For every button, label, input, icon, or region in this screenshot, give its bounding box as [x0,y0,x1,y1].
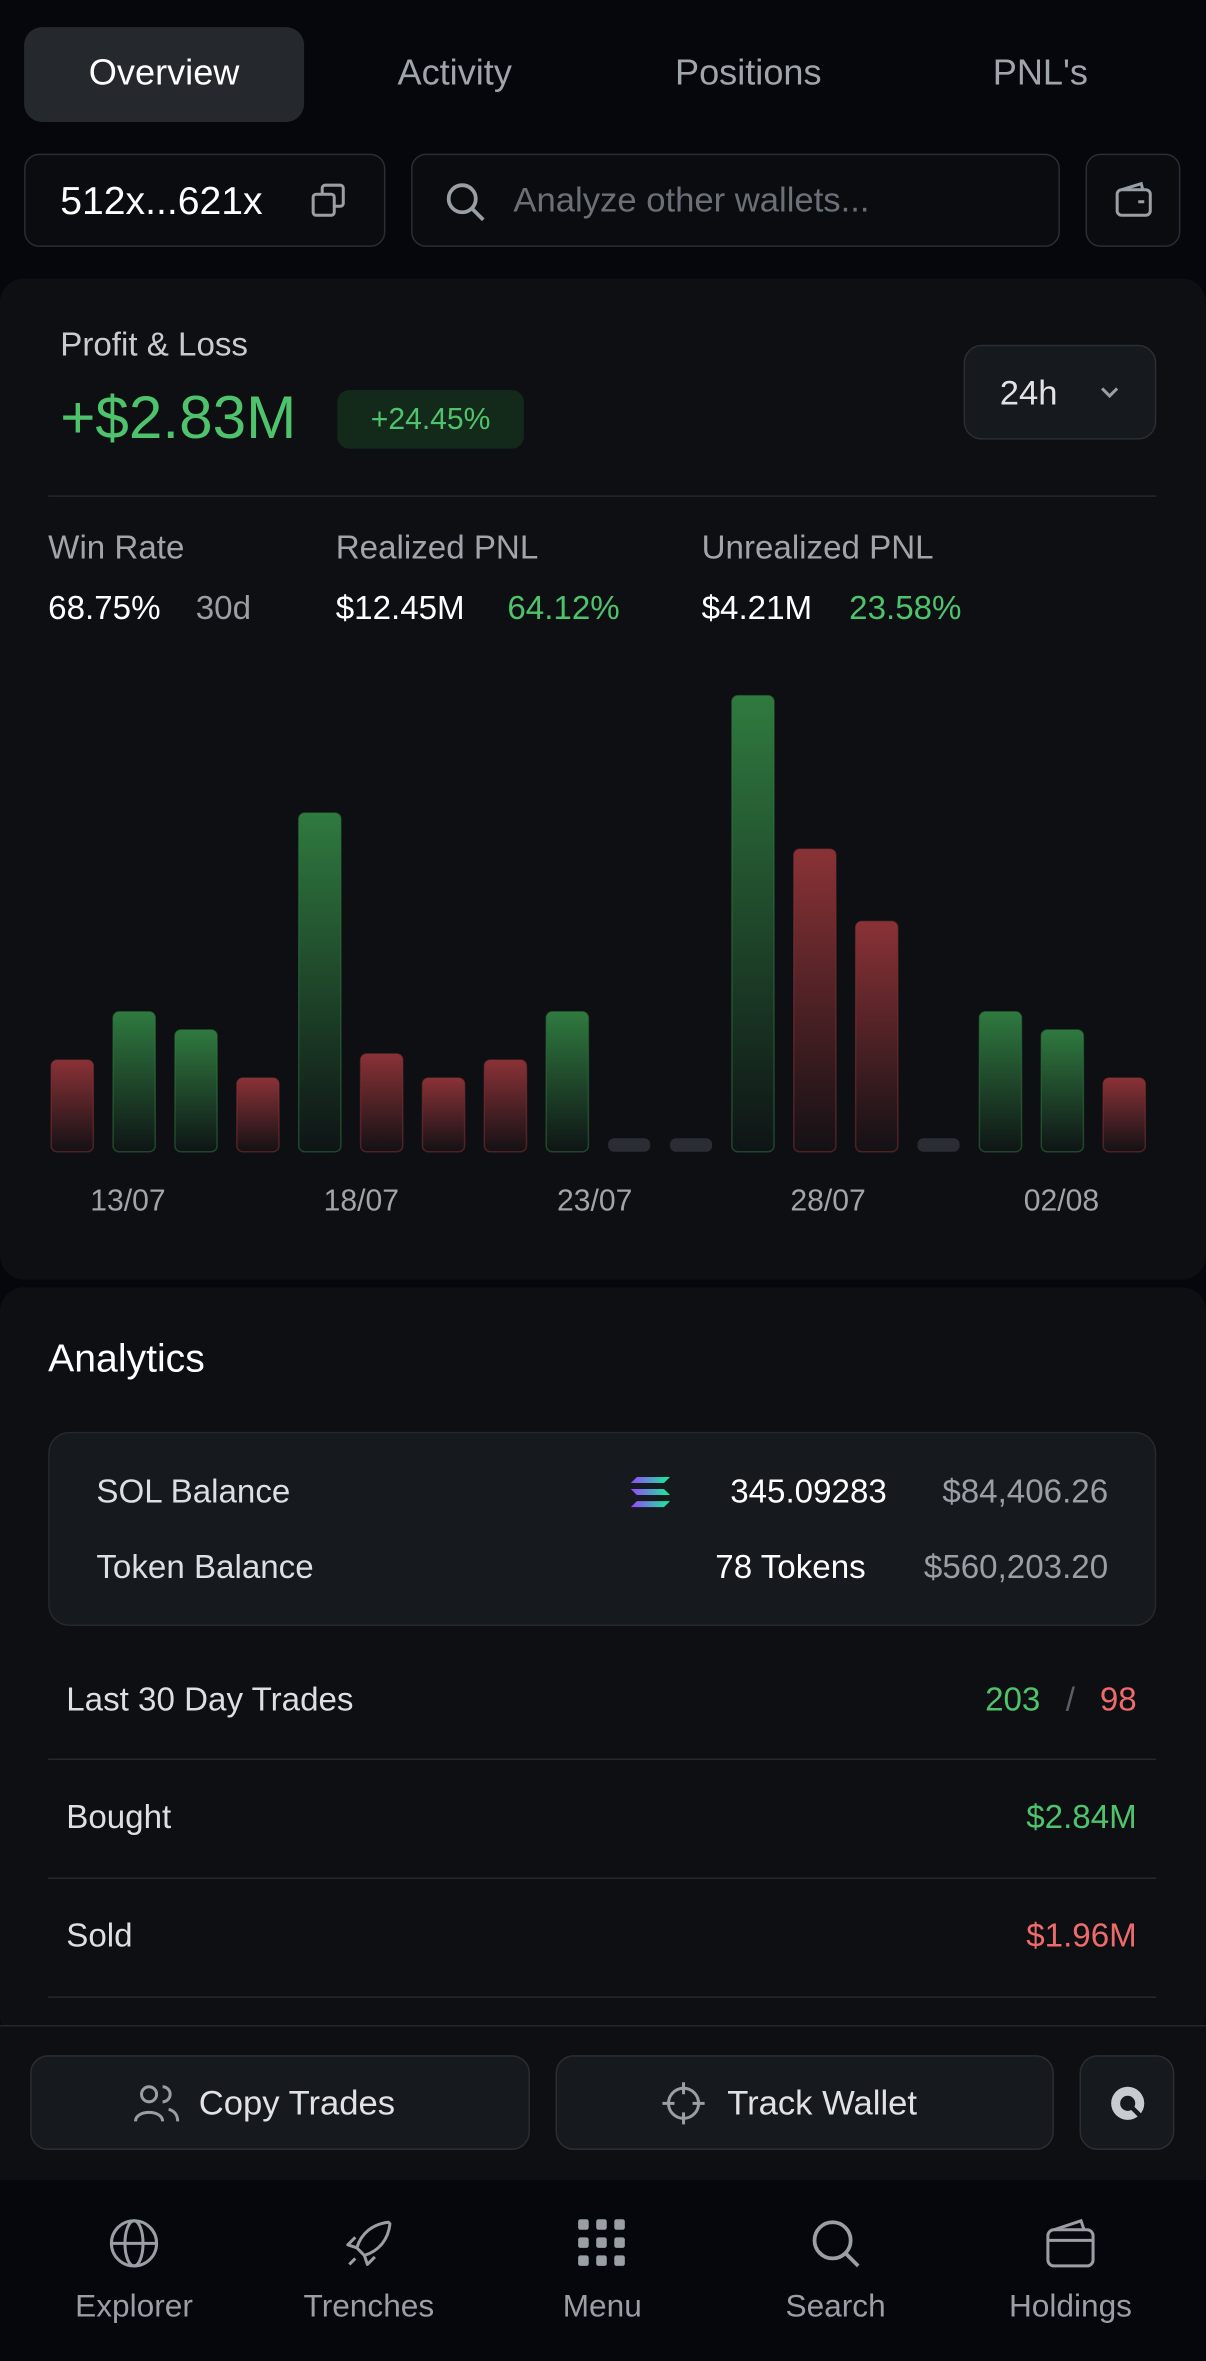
bar [1040,1029,1085,1153]
tab[interactable]: PNL's [992,52,1089,94]
bar [608,1138,651,1152]
token-amount: 78 Tokens [715,1547,866,1586]
balance-label: SOL Balance [96,1472,291,1511]
x-tick-label: 28/07 [790,1185,865,1218]
bar [854,920,899,1153]
x-tick-label: 23/07 [557,1185,632,1218]
nav-label[interactable]: Menu [562,2289,642,2324]
stat-label: Realized PNL [335,528,539,567]
wallet-address: 512x...621x [60,177,263,223]
nav-label[interactable]: Explorer [75,2289,193,2324]
bar [545,1011,590,1153]
sold-value: $1.96M [1026,1916,1137,1955]
tab[interactable]: Positions [674,52,822,94]
divider [48,495,1157,497]
holdings-icon[interactable] [1045,2218,1096,2269]
tab-active-bg [24,27,305,122]
bought-value: $2.84M [1026,1797,1137,1836]
stat-value: $12.45M [335,588,465,627]
stat-extra: 64.12% [507,588,620,627]
divider [48,1996,1157,1998]
x-tick-label: 13/07 [90,1185,165,1218]
balance-box [48,1431,1157,1627]
nav-label[interactable]: Search [785,2289,886,2324]
bar [731,694,775,1153]
search-icon [446,183,485,222]
stat-label: Unrealized PNL [701,528,934,567]
period-dropdown[interactable] [963,344,1157,440]
bottom-nav [0,2180,1206,2361]
wallet-icon [1115,181,1152,217]
tab[interactable]: Overview [88,52,240,94]
bar [1102,1077,1147,1153]
stat-value: 68.75% [48,588,161,627]
bar [669,1138,713,1152]
stat-extra: 23.58% [849,588,962,627]
analytics-card [0,1287,1206,2041]
track-wallet-button[interactable] [555,2055,1054,2150]
sol-icon [630,1476,670,1508]
row-label: Last 30 Day Trades [66,1680,354,1718]
trades-buys: 203 [985,1680,1041,1718]
nav-label[interactable]: Trenches [303,2289,435,2324]
x-tick-label: 18/07 [324,1185,399,1218]
bar [297,812,342,1153]
trades-sep: / [1065,1680,1075,1718]
crosshair-icon [662,2082,705,2125]
copy-trades-button[interactable] [30,2055,530,2150]
chevron [1101,387,1119,399]
period: 24h [999,372,1058,412]
globe-icon[interactable] [108,2218,159,2269]
analytics-title: Analytics [48,1335,205,1381]
divider [48,1758,1157,1761]
stat-extra: 30d [195,588,252,627]
bar [112,1011,156,1153]
bar [174,1029,218,1153]
bar [917,1138,960,1152]
bar [50,1059,95,1153]
wallet-button[interactable] [1085,153,1181,247]
balance-label: Token Balance [96,1547,314,1586]
search-nav-icon[interactable] [810,2218,861,2269]
row-label: Bought [66,1797,172,1836]
trades-sells: 98 [1099,1680,1137,1718]
rocket-icon[interactable] [343,2218,394,2269]
row-label: Sold [66,1916,133,1955]
divider [48,1877,1157,1879]
pnl-value: +$2.83M [60,385,297,452]
token-usd: $560,203.20 [923,1547,1109,1586]
tab[interactable]: Activity [397,52,512,94]
stat-label: Win Rate [48,528,185,567]
scan-icon [1111,2086,1145,2120]
sol-amount: 345.09283 [730,1472,887,1511]
nav-label[interactable]: Holdings [1008,2289,1132,2324]
copy-icon[interactable] [310,182,346,218]
search-box[interactable] [411,153,1060,247]
bar [359,1053,404,1153]
x-tick-label: 02/08 [1024,1185,1099,1218]
bar [236,1077,280,1153]
stat-value: $4.21M [701,588,813,627]
pnl-chart: 13/07 18/07 23/07 28/07 02/08 [50,694,1147,1218]
button-label: Copy Trades [198,2082,396,2123]
bar [978,1011,1023,1153]
bar [483,1059,528,1153]
pnl-change: +24.45% [370,403,491,437]
pnl-title: Profit & Loss [60,325,249,363]
bar [792,848,837,1153]
users-icon [133,2085,180,2122]
button-label: Track Wallet [727,2082,918,2123]
grid-icon[interactable] [577,2218,628,2269]
pnl-badge [337,389,524,449]
sol-usd: $84,406.26 [942,1472,1109,1511]
bar [421,1077,466,1153]
search-placeholder: Analyze other wallets... [513,179,870,220]
